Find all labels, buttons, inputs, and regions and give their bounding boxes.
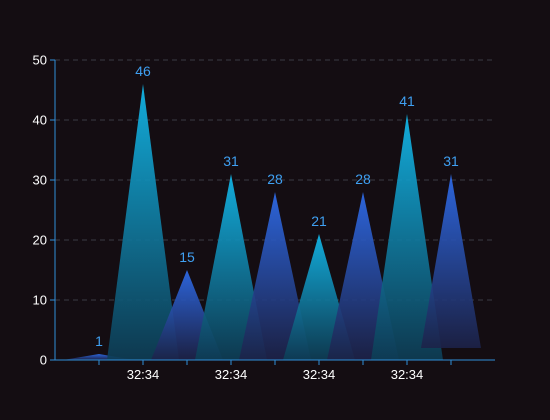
bar-8[interactable] xyxy=(421,174,481,348)
y-tick-label: 50 xyxy=(33,53,47,68)
data-label-8: 31 xyxy=(443,153,459,169)
data-label-7: 41 xyxy=(399,93,415,109)
bar-1[interactable] xyxy=(107,84,179,360)
x-tick-label-3: 32:34 xyxy=(215,367,248,382)
labels-layer: 0 10 20 30 40 50 1 46 15 31 28 21 28 41 31 32:34 32:34 32… xyxy=(33,53,459,383)
x-tick-label-7: 32:34 xyxy=(391,367,424,382)
bar-7[interactable] xyxy=(371,114,443,360)
y-tick-label: 30 xyxy=(33,173,47,188)
axes-layer xyxy=(50,59,495,365)
y-tick-label: 0 xyxy=(40,353,47,368)
x-tick-label-1: 32:34 xyxy=(127,367,160,382)
x-tick-label-5: 32:34 xyxy=(303,367,336,382)
y-tick-label: 10 xyxy=(33,293,47,308)
data-label-6: 28 xyxy=(355,171,371,187)
data-label-5: 21 xyxy=(311,213,327,229)
data-label-4: 28 xyxy=(267,171,283,187)
bar-4[interactable] xyxy=(239,192,311,360)
data-label-1: 46 xyxy=(135,63,151,79)
bars-layer xyxy=(63,84,481,360)
data-label-3: 31 xyxy=(223,153,239,169)
y-tick-label: 20 xyxy=(33,233,47,248)
data-label-0: 1 xyxy=(95,333,103,349)
data-label-2: 15 xyxy=(179,249,195,265)
y-tick-label: 40 xyxy=(33,113,47,128)
